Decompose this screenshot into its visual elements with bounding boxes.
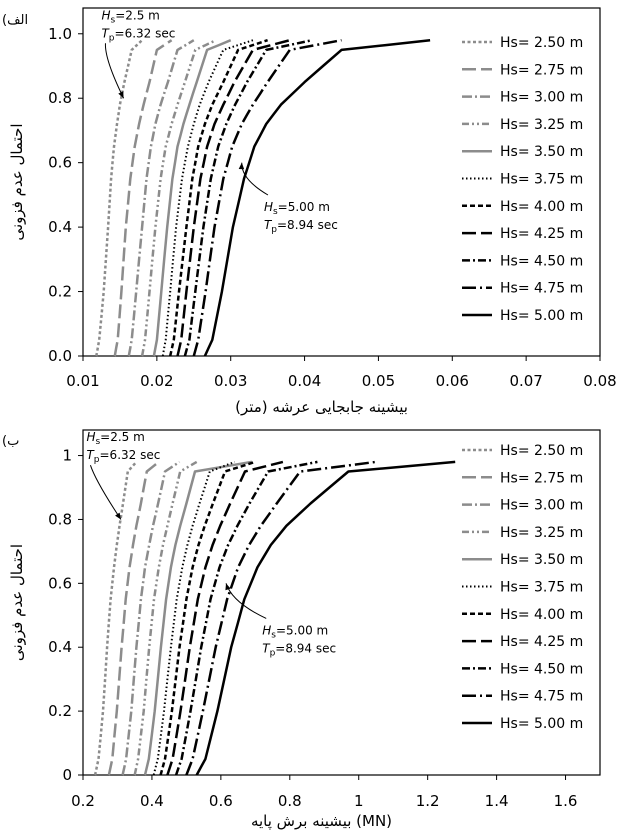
chart-panel-2: 0 0.2 0.4 0.6 0.8 1 0.2 0.4 0.6 0.8 1 1.2 1.4 1.6 بیشی…: [2, 429, 601, 830]
legend-label: Hs= 3.75 m: [500, 580, 583, 596]
legend-label: Hs= 4.50 m: [500, 253, 583, 269]
x-tick-label: 0.2: [71, 792, 95, 810]
x-axis-label: بیشینه جابجایی عرشه (متر): [235, 398, 408, 416]
x-tick-label: 1.4: [485, 792, 509, 810]
legend-label: Hs= 4.75 m: [500, 689, 583, 705]
y-axis-label: احتمال عدم فزونی: [8, 123, 26, 240]
x-tick-label: 0.6: [209, 792, 233, 810]
annotation-arrowhead: [238, 162, 245, 170]
annotation-tp: Tp=6.32 sec: [101, 26, 175, 43]
x-tick-label: 0.03: [214, 372, 247, 390]
series-line-8: [176, 38, 291, 357]
legend-label: Hs= 2.50 m: [500, 443, 583, 459]
series-line-9: [174, 460, 318, 776]
panel-label: (الف: [2, 13, 28, 28]
series-line-7: [159, 460, 256, 776]
y-axis-label: احتمال عدم فزونی: [8, 544, 26, 661]
legend-label: Hs= 3.50 m: [500, 144, 583, 160]
x-tick-label: 0.08: [583, 372, 616, 390]
legend-label: Hs= 5.00 m: [500, 716, 583, 732]
x-tick-label: 0.4: [140, 792, 164, 810]
legend-label: Hs= 4.25 m: [500, 226, 583, 242]
y-tick-label: 0.6: [48, 154, 72, 172]
annotation-arrowhead: [118, 91, 124, 99]
annotation-hs: Hs=2.5 m: [86, 430, 144, 447]
x-tick-label: 0.04: [288, 372, 321, 390]
y-tick-label: 0.2: [48, 283, 72, 301]
series-line-11: [203, 38, 431, 357]
legend-label: Hs= 2.75 m: [500, 470, 583, 486]
legend-label: Hs= 5.00 m: [500, 308, 583, 324]
annotation-hs: Hs=2.5 m: [101, 8, 159, 25]
x-tick-label: 1.6: [554, 792, 578, 810]
series-line-2: [107, 460, 160, 776]
series-line-3: [121, 460, 181, 776]
y-tick-label: 1.0: [48, 25, 72, 43]
x-tick-label: 0.02: [140, 372, 173, 390]
y-tick-label: 0.8: [48, 89, 72, 107]
legend-label: Hs= 4.25 m: [500, 634, 583, 650]
legend-label: Hs= 4.75 m: [500, 281, 583, 297]
y-tick-label: 0.8: [48, 510, 72, 528]
legend-label: Hs= 3.50 m: [500, 552, 583, 568]
series-line-10: [192, 38, 342, 357]
y-tick-label: 0: [62, 766, 72, 784]
annotation-arrow: [104, 43, 125, 99]
series-line-5: [152, 39, 232, 357]
annotation-hs: Hs=5.00 m: [262, 623, 328, 640]
series-line-4: [133, 460, 198, 776]
y-tick-label: 1: [62, 447, 72, 465]
legend-label: Hs= 3.25 m: [500, 117, 583, 133]
legend-label: Hs= 4.00 m: [500, 199, 583, 215]
y-tick-label: 0.2: [48, 702, 72, 720]
x-tick-label: 1.2: [416, 792, 440, 810]
series-line-6: [161, 39, 254, 357]
y-tick-label: 0.6: [48, 574, 72, 592]
x-tick-label: 0.8: [278, 792, 302, 810]
legend-label: Hs= 4.50 m: [500, 661, 583, 677]
series-line-5: [143, 460, 253, 776]
annotation-arrowhead: [115, 512, 121, 520]
x-tick-label: 0.07: [509, 372, 542, 390]
legend-label: Hs= 3.25 m: [500, 525, 583, 541]
annotation-tp: Tp=8.94 sec: [264, 218, 338, 235]
chart-panel-1: 0.0 0.2 0.4 0.6 0.8 1.0 0.01 0.02 0.03 0.04 0.05 0.…: [2, 7, 617, 416]
legend-label: Hs= 3.75 m: [500, 172, 583, 188]
x-tick-label: 0.05: [362, 372, 395, 390]
legend-label: Hs= 4.00 m: [500, 607, 583, 623]
plot-frame: [82, 7, 601, 357]
y-tick-label: 0.4: [48, 218, 72, 236]
x-tick-label: 0.06: [436, 372, 469, 390]
legend-label: Hs= 3.00 m: [500, 90, 583, 106]
series-line-1: [95, 39, 143, 357]
series-line-11: [195, 460, 456, 776]
legend-label: Hs= 2.50 m: [500, 35, 583, 51]
legend-label: Hs= 3.00 m: [500, 498, 583, 514]
series-line-9: [183, 38, 313, 357]
series-line-6: [152, 460, 236, 776]
x-tick-label: 0.01: [66, 372, 99, 390]
x-axis-label: بیشینه برش پایه (MN): [251, 812, 392, 830]
panel-label: (ب: [2, 434, 19, 449]
annotation-arrowhead: [225, 583, 231, 591]
series-line-7: [168, 39, 268, 357]
annotation-arrow: [89, 465, 122, 520]
series-line-10: [185, 460, 377, 776]
y-tick-label: 0.4: [48, 638, 72, 656]
plot-frame: [82, 429, 601, 776]
x-tick-label: 1: [354, 792, 364, 810]
annotation-tp: Tp=6.32 sec: [86, 448, 160, 465]
legend-label: Hs= 2.75 m: [500, 62, 583, 78]
annotation-tp: Tp=8.94 sec: [262, 641, 336, 658]
annotation-hs: Hs=5.00 m: [264, 200, 330, 217]
series-line-2: [113, 39, 173, 357]
annotation-arrow: [241, 162, 269, 196]
y-tick-label: 0.0: [48, 347, 72, 365]
series-line-4: [140, 39, 217, 357]
series-line-3: [127, 39, 195, 357]
series-line-8: [166, 460, 284, 776]
